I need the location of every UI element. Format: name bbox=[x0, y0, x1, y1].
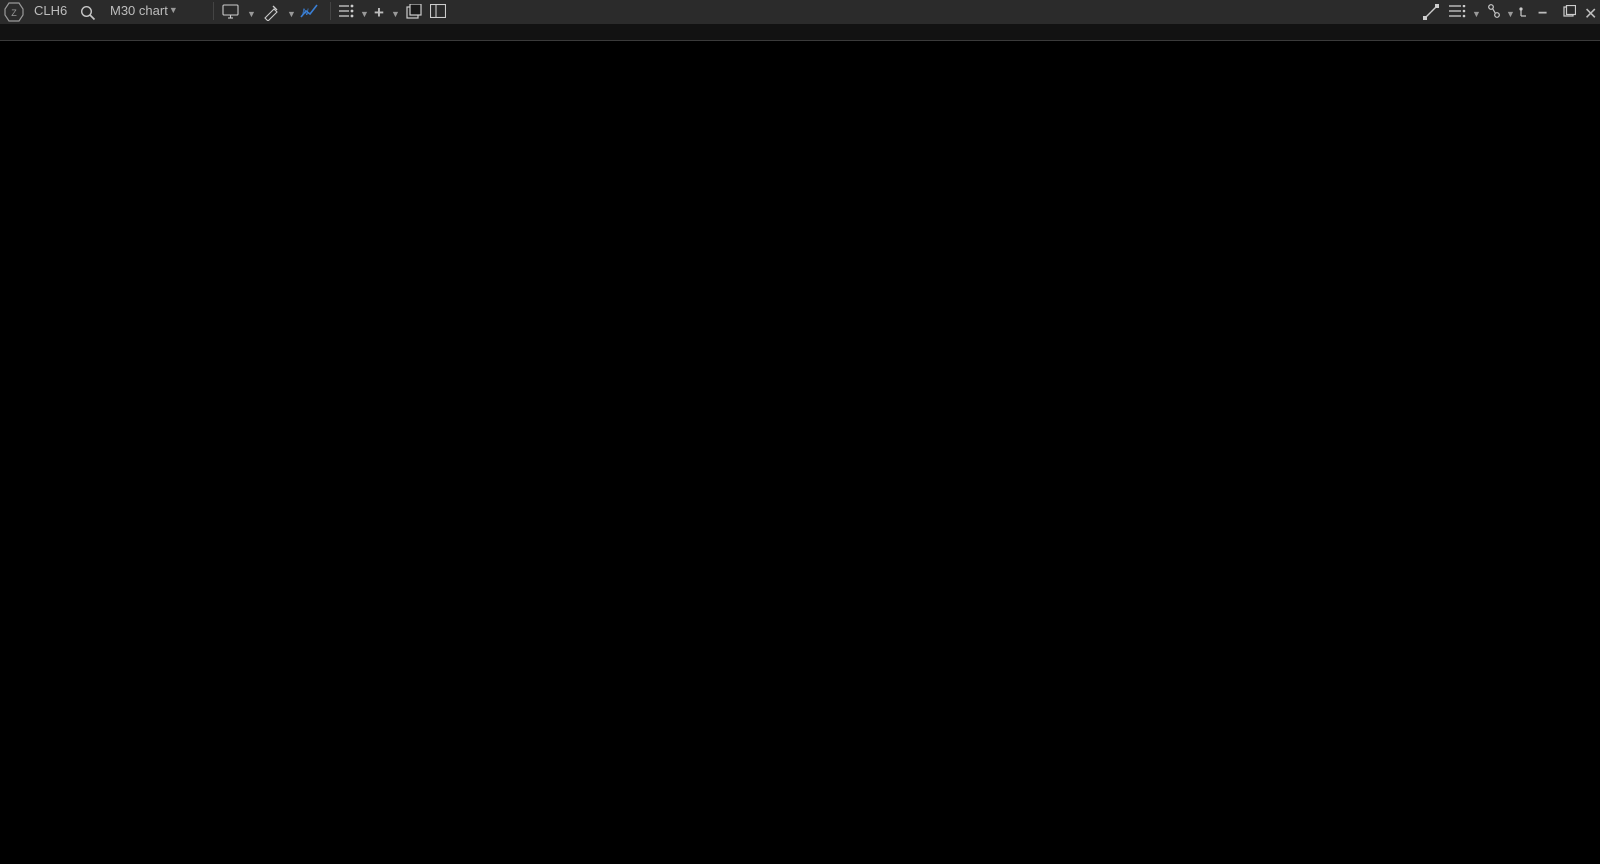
svg-text:N: N bbox=[302, 7, 309, 17]
svg-text:Z: Z bbox=[11, 8, 17, 18]
